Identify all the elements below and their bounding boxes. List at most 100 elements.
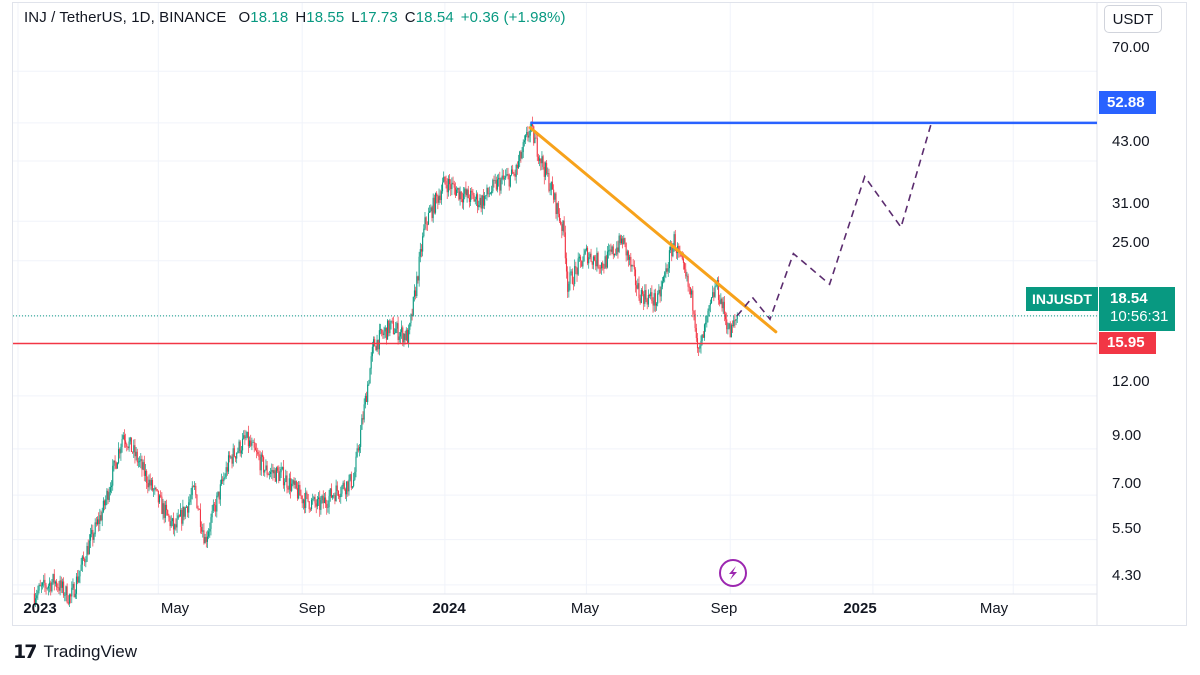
candle-body — [285, 475, 287, 483]
candle-body — [736, 315, 738, 320]
candle-body — [323, 497, 325, 504]
candle-body — [315, 503, 317, 507]
candle-body — [102, 500, 104, 512]
candle-body — [116, 462, 118, 469]
candle-body — [658, 289, 660, 294]
candle-body — [387, 320, 389, 340]
candle-body — [456, 189, 458, 196]
symbol-legend[interactable]: INJ / TetherUS, 1D, BINANCE O18.18 H18.55 L… — [24, 9, 573, 26]
candle-body — [388, 320, 390, 334]
candle-body — [204, 536, 206, 544]
candle-body — [564, 232, 566, 259]
candle-body — [329, 488, 331, 497]
candle-body — [590, 253, 592, 262]
candle-body — [177, 515, 179, 519]
candle-body — [336, 485, 338, 492]
candle-body — [457, 188, 459, 190]
candle-body — [629, 256, 631, 260]
candle-body — [701, 334, 703, 341]
candle-body — [448, 178, 451, 185]
candle-body — [665, 268, 667, 273]
candle-body — [36, 595, 38, 599]
candle-body — [49, 582, 51, 586]
candle-body — [205, 536, 207, 542]
x-tick-label: 2024 — [432, 600, 466, 617]
candle-body — [623, 238, 625, 245]
candle-body — [58, 587, 60, 591]
candle-body — [565, 258, 568, 272]
candle-body — [444, 176, 446, 181]
candle-body — [125, 440, 127, 445]
candle-body — [59, 580, 61, 591]
candle-body — [253, 441, 255, 448]
candle-body — [136, 451, 138, 463]
tradingview-footer[interactable]: 17 TradingView — [13, 641, 137, 663]
candle-body — [539, 158, 541, 161]
candle-body — [712, 292, 714, 298]
candle-body — [244, 435, 246, 439]
x-tick-label: Sep — [298, 600, 326, 617]
candle-body — [249, 440, 251, 447]
last-price-tag: 18.54 10:56:31 — [1099, 287, 1175, 331]
candle-body — [415, 290, 417, 297]
candle-body — [316, 499, 318, 507]
candle-body — [227, 455, 230, 472]
candle-body — [53, 574, 55, 584]
candle-body — [540, 158, 542, 164]
candle-body — [122, 435, 124, 440]
candle-body — [268, 473, 270, 475]
candle-body — [729, 323, 731, 338]
candle-body — [523, 140, 525, 143]
candle-body — [322, 495, 324, 504]
candle-body — [548, 173, 550, 191]
candle-body — [413, 290, 416, 297]
close-label: C — [404, 9, 416, 26]
candle-body — [542, 156, 544, 167]
candle-body — [73, 583, 75, 598]
candle-body — [251, 442, 253, 446]
candle-body — [574, 266, 576, 284]
resistance-price-tag: 52.88 — [1099, 91, 1156, 114]
candle-body — [344, 489, 347, 495]
candle-body — [118, 449, 120, 463]
candle-body — [230, 456, 232, 458]
candle-body — [267, 474, 269, 476]
candle-body — [647, 295, 649, 305]
candle-body — [668, 250, 670, 269]
candle-body — [162, 503, 164, 514]
candle-body — [560, 220, 562, 225]
candle-body — [535, 137, 537, 139]
candle-body — [505, 175, 507, 179]
candle-body — [417, 276, 419, 281]
candle-body — [318, 497, 320, 500]
candle-body — [651, 292, 653, 301]
candle-body — [103, 500, 106, 506]
candle-body — [641, 290, 644, 295]
candle-body — [175, 524, 177, 528]
symbol-title[interactable]: INJ / TetherUS, 1D, BINANCE — [24, 9, 227, 26]
candle-body — [648, 295, 651, 297]
candle-body — [735, 319, 737, 321]
candle-body — [411, 314, 413, 316]
candle-body — [720, 298, 722, 304]
candle-body — [401, 327, 403, 333]
ticker-tag: INJUSDT — [1026, 287, 1098, 311]
candle-body — [530, 122, 532, 127]
candle-body — [503, 178, 506, 179]
candle-body — [391, 320, 393, 322]
candle-body — [234, 456, 237, 459]
candle-body — [277, 467, 279, 471]
candle-body — [303, 499, 306, 509]
candle-body — [247, 431, 249, 447]
candle-body — [43, 579, 45, 583]
candle-body — [52, 574, 54, 583]
descending-trendline — [528, 126, 778, 334]
candle-body — [39, 584, 41, 587]
candle-body — [532, 122, 534, 127]
currency-button[interactable]: USDT — [1104, 5, 1162, 33]
candle-body — [189, 499, 191, 503]
candle-body — [549, 189, 551, 191]
candle-body — [351, 486, 354, 488]
candle-body — [105, 499, 107, 506]
